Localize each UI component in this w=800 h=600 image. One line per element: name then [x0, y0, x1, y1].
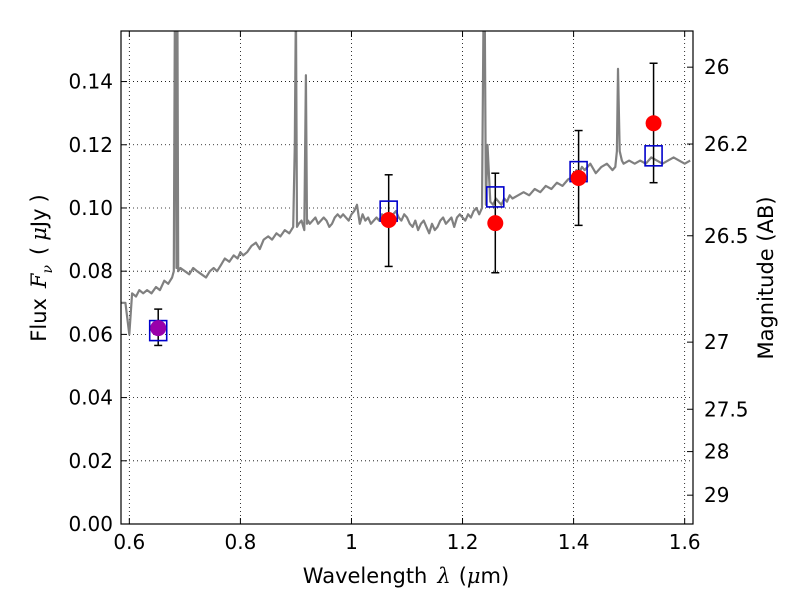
x-axis-label-symbol: λ: [436, 564, 450, 588]
x-axis-label: Wavelength λ (μm): [303, 564, 509, 588]
y2-tick-label: 26: [704, 55, 729, 79]
x-tick-label: 1.6: [669, 530, 701, 554]
y2-tick-label: 26.5: [704, 224, 749, 248]
square-marker: [485, 186, 505, 208]
x-tick-labels: 0.6 0.8 1 1.2 1.4 1.6: [113, 530, 700, 554]
y-axis-label-paren-close: ): [27, 194, 51, 202]
x-axis-label-prefix: Wavelength: [303, 564, 428, 588]
x-tick-label: 1: [345, 530, 358, 554]
y-axis-label-subscript: ν: [40, 264, 56, 273]
y2-tick-label: 26.2: [704, 132, 749, 156]
y-tick-label: 0.08: [68, 259, 113, 283]
y2-tick-label: 29: [704, 483, 729, 507]
x-tick-label: 0.8: [224, 530, 256, 554]
x-tick-label: 0.6: [113, 530, 145, 554]
circle-marker: [150, 320, 167, 337]
y-tick-label: 0.02: [68, 449, 113, 473]
tick-marks: [121, 31, 693, 525]
square-marker: [644, 145, 663, 167]
y-axis-label: Flux Fν ( μJy): [27, 194, 56, 341]
y-axis-label-mu: μ: [27, 227, 51, 241]
y-axis-label-unit: Jy: [27, 208, 51, 229]
y-tick-label: 0.14: [68, 70, 113, 94]
y2-tick-label: 28: [704, 440, 729, 464]
y-tick-label: 0.10: [68, 196, 113, 220]
y-axis-label-prefix: Flux: [27, 298, 51, 342]
x-axis-label-unit: m): [481, 564, 510, 588]
circle-marker: [487, 215, 504, 232]
y2-axis-label: Magnitude (AB): [754, 196, 778, 359]
y2-tick-labels: 26 26.2 26.5 27 27.5 28 29: [704, 55, 749, 507]
y-axis-label-symbol: F: [27, 272, 51, 289]
x-tick-label: 1.2: [447, 530, 479, 554]
x-axis-label-paren: (: [459, 564, 467, 588]
circle-marker: [645, 115, 662, 132]
y2-tick-label: 27: [704, 330, 729, 354]
x-axis-label-mu: μ: [467, 564, 481, 588]
y-tick-labels: 0.00 0.02 0.04 0.06 0.08 0.10 0.12 0.14: [68, 70, 113, 536]
x-tick-label: 1.4: [558, 530, 590, 554]
y-tick-label: 0.00: [68, 512, 113, 536]
y-tick-label: 0.06: [68, 322, 113, 346]
y-tick-label: 0.12: [68, 133, 113, 157]
plot-frame: [120, 30, 694, 525]
y2-tick-label: 27.5: [704, 397, 749, 421]
circle-markers: [150, 115, 662, 337]
circle-marker: [570, 169, 587, 186]
circle-marker: [380, 211, 397, 228]
y-axis-label-paren-open: (: [27, 247, 51, 255]
y-tick-label: 0.04: [68, 386, 113, 410]
